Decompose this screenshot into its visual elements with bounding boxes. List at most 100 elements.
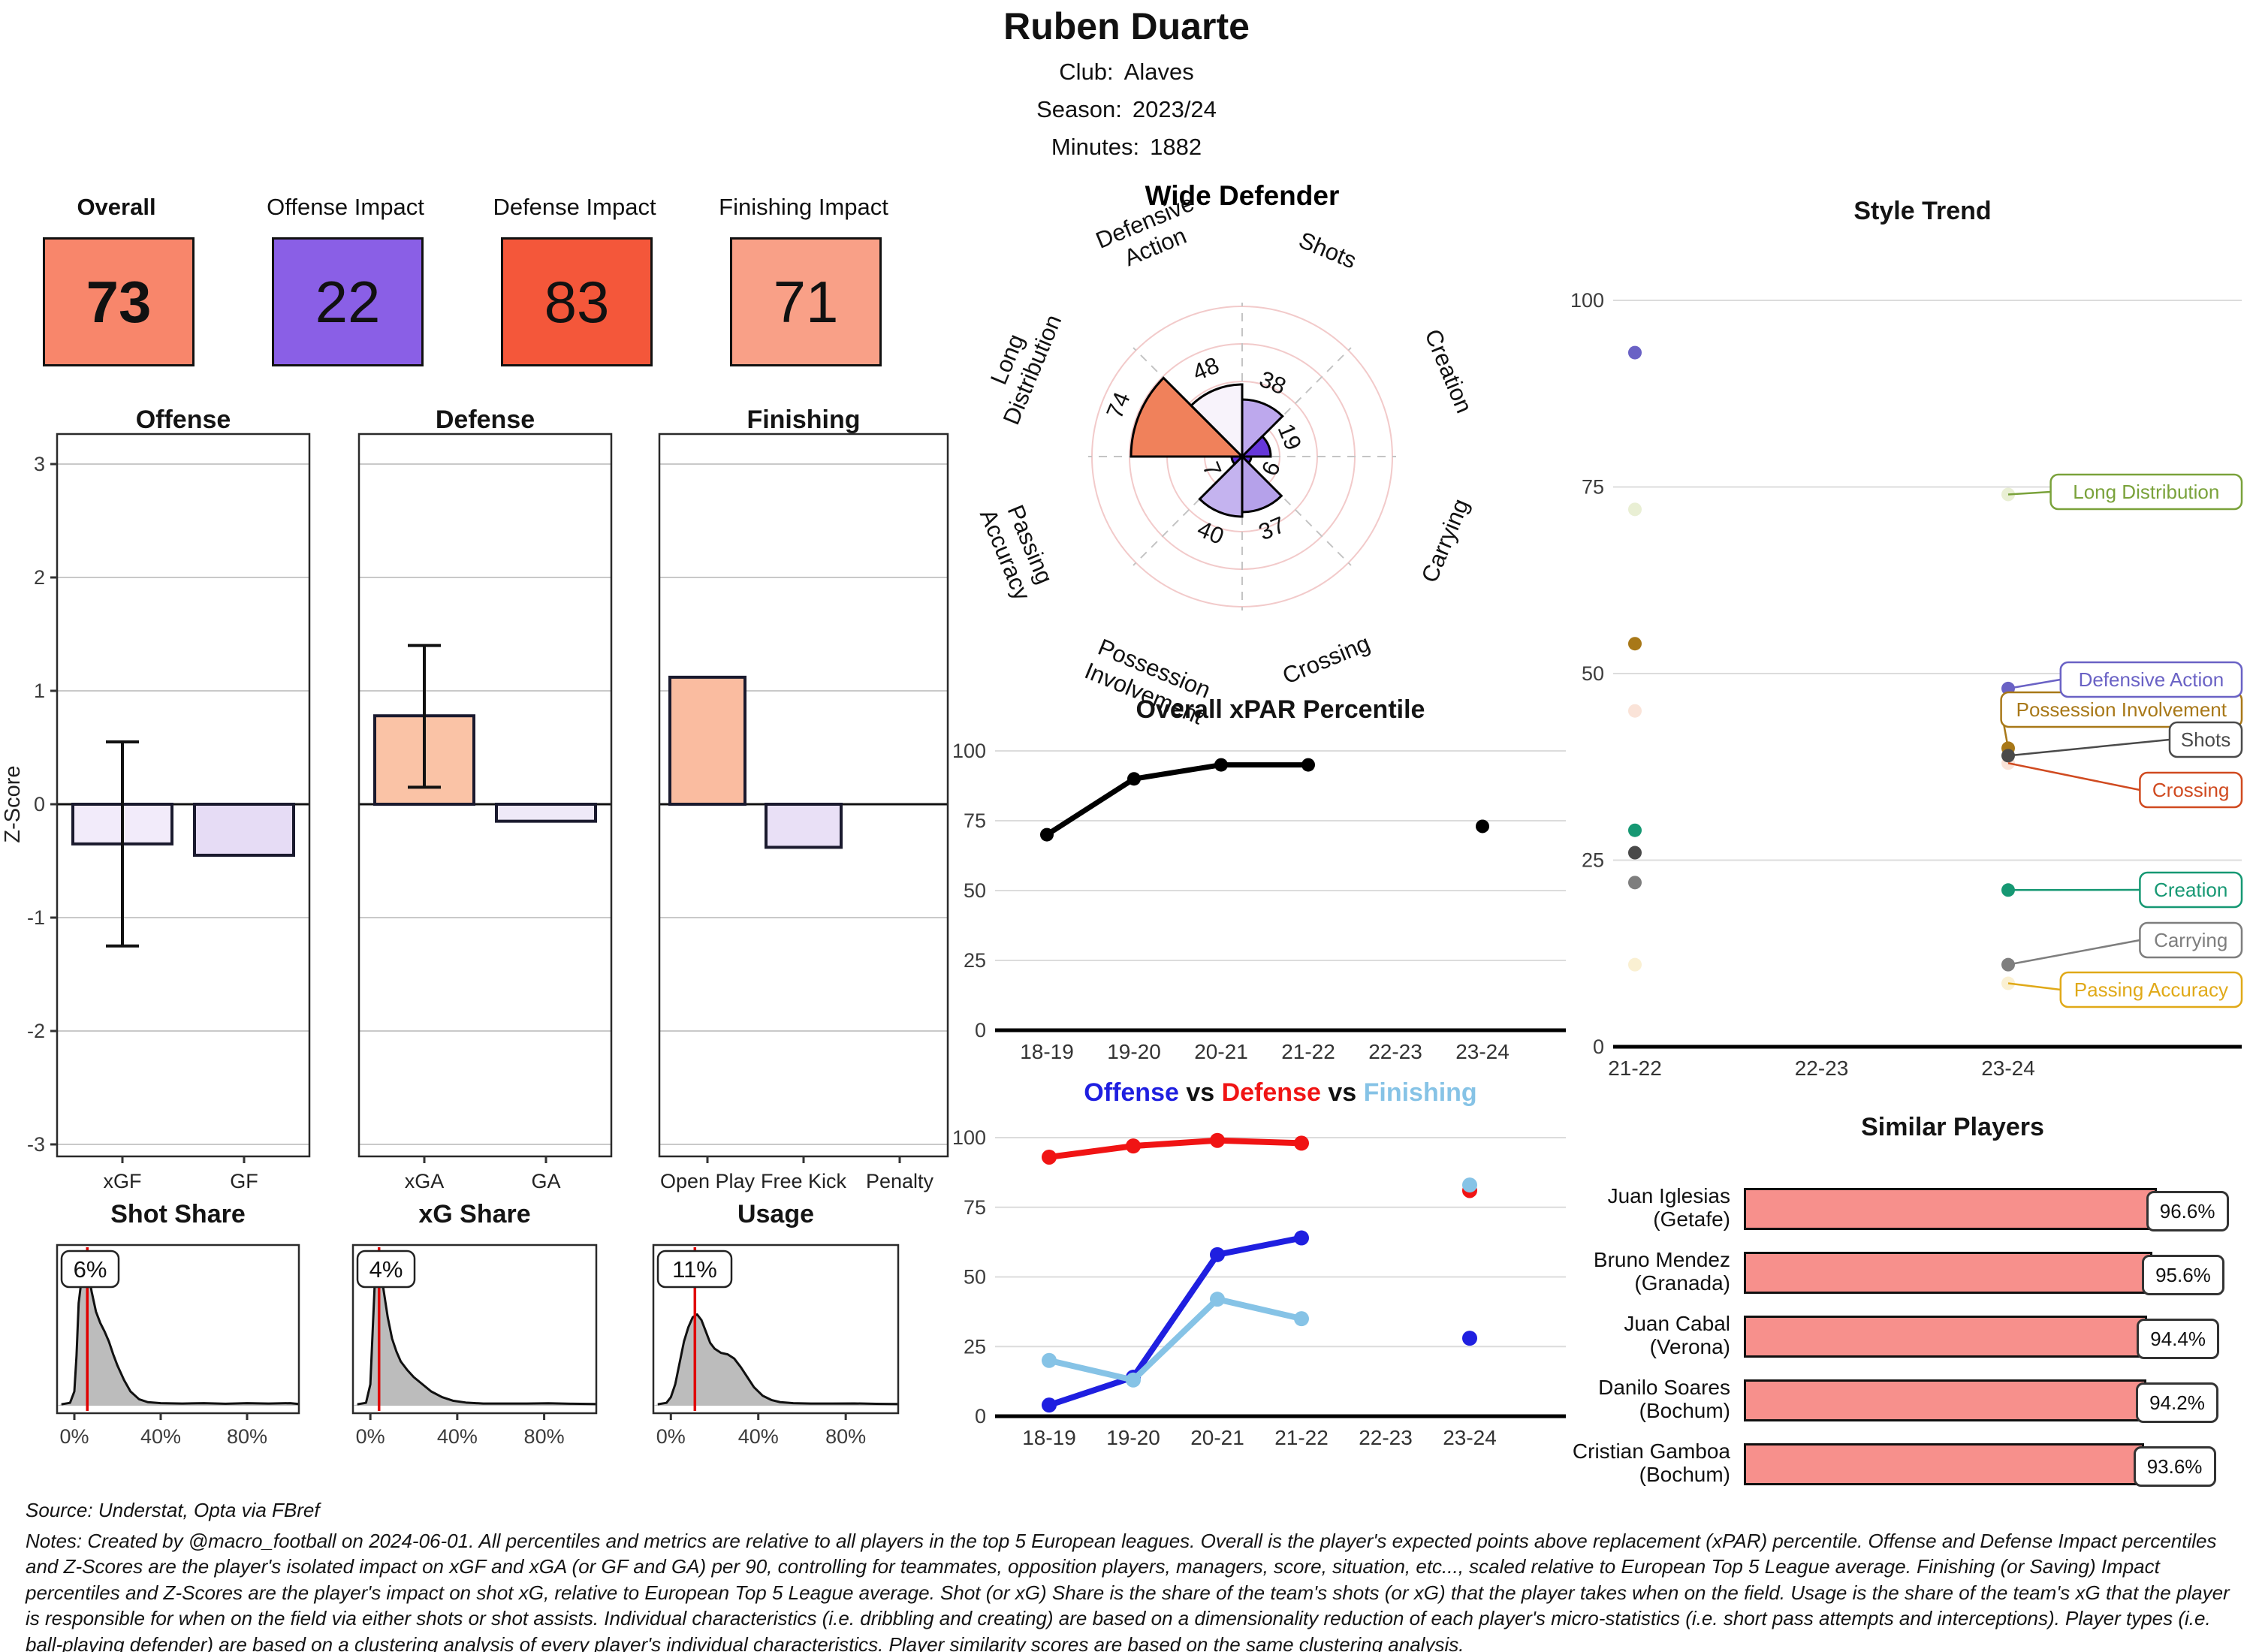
similar-player-name: Cristian Gamboa (Bochum) — [1502, 1439, 1730, 1487]
series-point — [1628, 502, 1642, 517]
label-leader-line — [2007, 982, 2061, 991]
similarity-bar — [1744, 1443, 2144, 1485]
minutes-label: Minutes: — [1051, 134, 1140, 160]
offense-chart-title: Offense — [135, 405, 231, 434]
x-axis-category-label: xGA — [405, 1170, 445, 1192]
series-label-carrying: Carrying — [2154, 929, 2227, 951]
similar-player-name: Juan Cabal (Verona) — [1502, 1312, 1730, 1359]
x-axis-season-label: 20-21 — [1190, 1426, 1244, 1449]
series-point — [1294, 1311, 1309, 1327]
club-line: Club: Alaves — [1059, 59, 1193, 86]
series-point — [1301, 758, 1315, 772]
radar-axis-label-line: Shots — [1295, 227, 1361, 274]
radar-axis-label: LongDistribution — [973, 300, 1066, 428]
x-axis-season-label: 21-22 — [1281, 1040, 1335, 1063]
odf-title-part: vs — [1320, 1078, 1364, 1107]
xg_share-panel: 0% 40% 80% 4% — [351, 1244, 598, 1448]
series-point — [1214, 758, 1228, 772]
source-text: Source: Understat, Opta via FBref — [26, 1499, 320, 1521]
series-label-box — [2139, 871, 2243, 909]
series-point — [1628, 846, 1642, 860]
x-axis-season-label: 21-22 — [1274, 1426, 1329, 1449]
similarity-bar — [1744, 1188, 2157, 1230]
x-axis-category-label: Free Kick — [761, 1170, 847, 1192]
player-name: Danilo Soares — [1598, 1376, 1730, 1399]
y-axis-tick-label: 25 — [1582, 849, 1604, 872]
y-axis-tick-label: 75 — [964, 1196, 986, 1219]
label-leader-line — [2007, 939, 2140, 966]
minutes-value: 1882 — [1150, 134, 1202, 160]
series-line-offense — [1046, 1234, 1304, 1409]
x-axis-season-label: 19-20 — [1106, 1426, 1160, 1449]
player-name: Bruno Mendez — [1593, 1248, 1730, 1271]
x-axis-category-label: xGF — [104, 1170, 142, 1192]
x-axis-tick-label: 80% — [227, 1425, 267, 1448]
series-label-possession-involvement: Possession Involvement — [2016, 698, 2227, 721]
similarity-value: 94.2% — [2135, 1382, 2218, 1423]
x-axis-season-label: 23-24 — [1981, 1057, 2035, 1080]
value-callout-box — [60, 1250, 120, 1289]
defense-chart-title: Defense — [435, 405, 535, 434]
series-point — [1042, 1352, 1057, 1368]
y-axis-tick-label: 25 — [964, 1335, 986, 1358]
xpar-chart: 100 75 50 25 0 18-19 19-20 20-21 21-22 22-23 23-24 — [952, 740, 1566, 1063]
shot_share-panel: 0% 40% 80% 6% — [56, 1244, 300, 1448]
page-title: Ruben Duarte — [1003, 5, 1250, 47]
xg-share-title: xG Share — [418, 1200, 531, 1228]
y-axis-tick-label: 25 — [964, 949, 986, 972]
season-value: 2023/24 — [1132, 96, 1217, 122]
similar-player-name: Juan Iglesias (Getafe) — [1502, 1184, 1730, 1231]
x-axis-tick-label: 40% — [437, 1425, 478, 1448]
player-club: (Verona) — [1649, 1335, 1730, 1359]
panel-border — [56, 433, 311, 1158]
radar-value-label: 37 — [1255, 511, 1289, 546]
y-axis-tick-label: -3 — [27, 1133, 45, 1156]
series-point — [1210, 1292, 1225, 1307]
x-axis-category-label: Penalty — [866, 1170, 934, 1192]
series-point — [1628, 957, 1642, 972]
series-point — [1628, 876, 1642, 890]
y-axis-tick-label: 0 — [975, 1019, 986, 1042]
similarity-value: 96.6% — [2146, 1191, 2229, 1231]
x-axis-tick-label: 80% — [524, 1425, 565, 1448]
odf-chart: 100 75 50 25 0 18-19 19-20 20-21 21-22 22-23 23-24 — [952, 1126, 1566, 1449]
odf-chart-title: Offense vs Defense vs Finishing — [1084, 1078, 1476, 1108]
y-axis-tick-label: 100 — [952, 1126, 986, 1149]
player-type-title: Wide Defender — [1145, 180, 1340, 211]
radar-axis-label-line: Carrying — [1416, 495, 1474, 586]
x-axis-season-label: 23-24 — [1455, 1040, 1510, 1063]
score-card-value: 83 — [501, 237, 653, 366]
series-label-long-distribution: Long Distribution — [2073, 481, 2219, 503]
player-club: (Bochum) — [1639, 1463, 1730, 1487]
series-point — [1628, 704, 1642, 718]
series-label-box — [2059, 661, 2243, 698]
series-point — [1476, 819, 1489, 834]
density-fill — [57, 1263, 299, 1406]
series-label-box — [2139, 921, 2243, 959]
radar-axis-label-line: Crossing — [1279, 630, 1374, 689]
footer-notes: Source: Understat, Opta via FBref Notes:… — [26, 1497, 2237, 1652]
radar-axis-label: Creation — [1419, 325, 1477, 417]
density-curve — [61, 1262, 300, 1406]
radar-wedge-defensive-action — [1189, 383, 1244, 460]
x-axis-season-label: 18-19 — [1022, 1426, 1076, 1449]
series-label-box — [2059, 971, 2243, 1008]
series-line-xpar — [1044, 762, 1311, 838]
shot-share-title: Shot Share — [110, 1200, 246, 1228]
y-axis-tick-label: 100 — [952, 740, 986, 762]
series-point — [1628, 345, 1642, 360]
y-axis-tick-label: 3 — [34, 453, 45, 475]
series-point — [1042, 1149, 1057, 1165]
score-card-value: 22 — [272, 237, 424, 366]
panel-border — [357, 433, 613, 1158]
usage-title: Usage — [737, 1200, 815, 1228]
radar-axis-label: Crossing — [1279, 630, 1374, 689]
series-point — [1628, 823, 1642, 837]
xpar-chart-title: Overall xPAR Percentile — [1136, 695, 1425, 724]
value-callout-box — [656, 1250, 733, 1289]
odf-title-part: Defense — [1221, 1078, 1321, 1107]
series-point — [1462, 1331, 1477, 1346]
player-name: Juan Iglesias — [1607, 1184, 1730, 1207]
radar-wedge-creation — [1239, 435, 1272, 458]
x-axis-season-label: 22-23 — [1795, 1057, 1849, 1080]
